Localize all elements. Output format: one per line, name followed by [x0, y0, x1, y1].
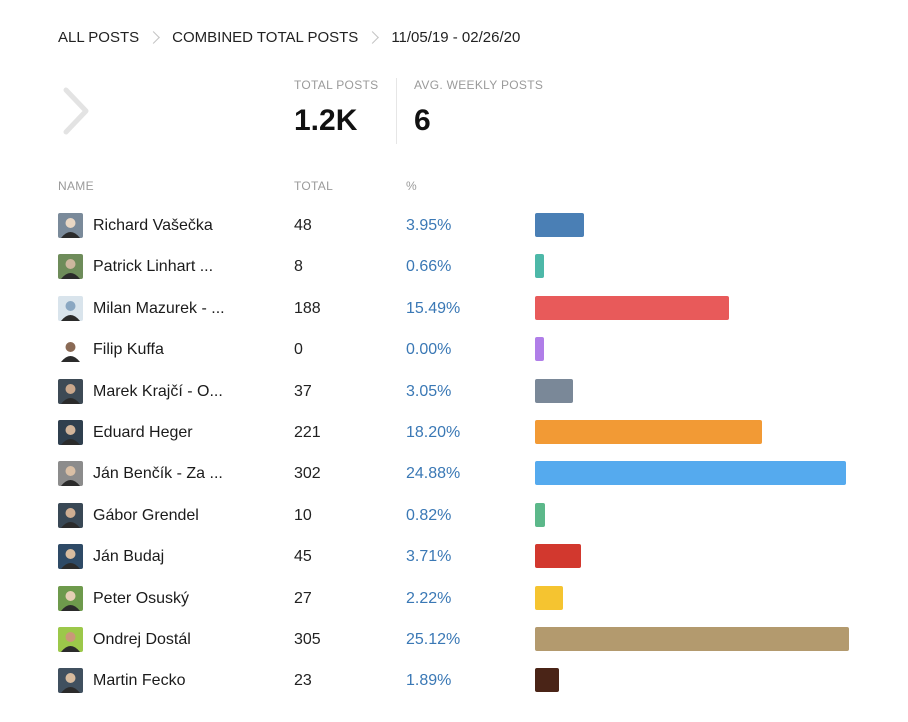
- table-row[interactable]: Ján Benčík - Za ... 302 24.88%: [0, 458, 908, 488]
- breadcrumb-combined-total-posts[interactable]: COMBINED TOTAL POSTS: [172, 28, 359, 46]
- stat-total-posts-label: TOTAL POSTS: [294, 78, 379, 92]
- row-percent: 0.00%: [406, 341, 452, 358]
- row-total: 305: [294, 631, 321, 648]
- table-row[interactable]: Patrick Linhart ... 8 0.66%: [0, 251, 908, 281]
- avatar[interactable]: [58, 379, 83, 404]
- row-share-bar: [535, 544, 581, 568]
- table-row[interactable]: Filip Kuffa 0 0.00%: [0, 334, 908, 364]
- breadcrumb-all-posts[interactable]: ALL POSTS: [58, 28, 140, 46]
- row-share-bar: [535, 461, 846, 485]
- row-share-bar: [535, 213, 584, 237]
- avatar[interactable]: [58, 461, 83, 486]
- row-share-bar: [535, 379, 573, 403]
- row-total: 27: [294, 590, 312, 607]
- row-name[interactable]: Patrick Linhart ...: [93, 258, 214, 275]
- row-percent: 3.71%: [406, 548, 452, 565]
- table-row[interactable]: Ján Budaj 45 3.71%: [0, 541, 908, 571]
- avatar[interactable]: [58, 668, 83, 693]
- row-name[interactable]: Ján Budaj: [93, 548, 165, 565]
- row-name[interactable]: Peter Osuský: [93, 590, 190, 607]
- stat-avg-weekly-posts: AVG. WEEKLY POSTS 6: [414, 78, 543, 138]
- row-total: 10: [294, 507, 312, 524]
- row-total: 48: [294, 217, 312, 234]
- breadcrumb: ALL POSTS COMBINED TOTAL POSTS 11/05/19 …: [58, 27, 520, 47]
- table-row[interactable]: Gábor Grendel 10 0.82%: [0, 500, 908, 530]
- column-header-percent[interactable]: %: [406, 179, 417, 193]
- row-share-bar: [535, 627, 849, 651]
- stat-avg-weekly-value: 6: [414, 104, 431, 137]
- row-total: 188: [294, 300, 321, 317]
- avatar[interactable]: [58, 254, 83, 279]
- row-name[interactable]: Eduard Heger: [93, 424, 193, 441]
- row-share-bar: [535, 296, 729, 320]
- row-percent: 1.89%: [406, 672, 452, 689]
- row-share-bar: [535, 503, 545, 527]
- table-row[interactable]: Richard Vašečka 48 3.95%: [0, 210, 908, 240]
- breadcrumb-date-range: 11/05/19 - 02/26/20: [391, 28, 521, 46]
- stat-avg-weekly-label: AVG. WEEKLY POSTS: [414, 78, 544, 92]
- avatar[interactable]: [58, 544, 83, 569]
- row-total: 221: [294, 424, 321, 441]
- stat-total-posts: TOTAL POSTS 1.2K: [294, 78, 378, 138]
- row-name[interactable]: Richard Vašečka: [93, 217, 213, 234]
- row-percent: 25.12%: [406, 631, 461, 648]
- chevron-left-back-icon[interactable]: [52, 86, 102, 136]
- column-header-name[interactable]: NAME: [58, 179, 94, 193]
- avatar[interactable]: [58, 296, 83, 321]
- row-percent: 24.88%: [406, 465, 461, 482]
- row-name[interactable]: Filip Kuffa: [93, 341, 164, 358]
- row-percent: 0.66%: [406, 258, 452, 275]
- stat-divider: [396, 78, 397, 144]
- row-percent: 0.82%: [406, 507, 452, 524]
- row-total: 23: [294, 672, 312, 689]
- row-percent: 2.22%: [406, 590, 452, 607]
- row-name[interactable]: Gábor Grendel: [93, 507, 199, 524]
- row-name[interactable]: Martin Fecko: [93, 672, 186, 689]
- avatar[interactable]: [58, 337, 83, 362]
- row-percent: 3.05%: [406, 383, 452, 400]
- avatar[interactable]: [58, 586, 83, 611]
- table-row[interactable]: Marek Krajčí - O... 37 3.05%: [0, 376, 908, 406]
- avatar[interactable]: [58, 420, 83, 445]
- row-total: 8: [294, 258, 303, 275]
- row-percent: 3.95%: [406, 217, 452, 234]
- row-percent: 18.20%: [406, 424, 461, 441]
- chevron-right-icon: [366, 30, 380, 44]
- avatar[interactable]: [58, 503, 83, 528]
- row-share-bar: [535, 668, 559, 692]
- table-row[interactable]: Peter Osuský 27 2.22%: [0, 583, 908, 613]
- stat-total-posts-value: 1.2K: [294, 104, 358, 137]
- row-percent: 15.49%: [406, 300, 461, 317]
- row-name[interactable]: Ondrej Dostál: [93, 631, 191, 648]
- chevron-right-icon: [147, 30, 161, 44]
- table-row[interactable]: Ondrej Dostál 305 25.12%: [0, 624, 908, 654]
- avatar[interactable]: [58, 213, 83, 238]
- column-header-total[interactable]: TOTAL: [294, 179, 334, 193]
- table-row[interactable]: Milan Mazurek - ... 188 15.49%: [0, 293, 908, 323]
- row-total: 37: [294, 383, 312, 400]
- row-share-bar: [535, 420, 762, 444]
- row-share-bar: [535, 337, 544, 361]
- row-name[interactable]: Milan Mazurek - ...: [93, 300, 225, 317]
- table-row[interactable]: Eduard Heger 221 18.20%: [0, 417, 908, 447]
- row-share-bar: [535, 254, 544, 278]
- avatar[interactable]: [58, 627, 83, 652]
- row-share-bar: [535, 586, 563, 610]
- row-total: 45: [294, 548, 312, 565]
- row-name[interactable]: Marek Krajčí - O...: [93, 383, 223, 400]
- row-total: 0: [294, 341, 303, 358]
- row-name[interactable]: Ján Benčík - Za ...: [93, 465, 223, 482]
- row-total: 302: [294, 465, 321, 482]
- table-row[interactable]: Martin Fecko 23 1.89%: [0, 665, 908, 695]
